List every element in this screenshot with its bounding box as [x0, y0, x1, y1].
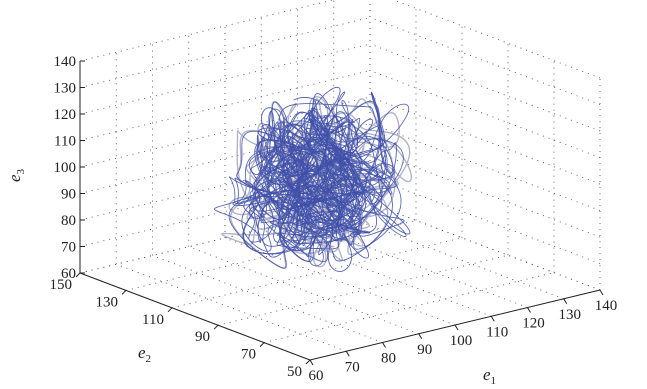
tick-label-e1: 120 [522, 316, 545, 332]
tick-label-e2: 150 [50, 277, 73, 293]
tick-mark [305, 359, 311, 365]
tick-mark [167, 307, 173, 313]
tick-label-e2: 70 [241, 347, 256, 363]
tick-label-e3: 110 [54, 134, 76, 150]
tick-mark [213, 324, 219, 330]
tick-labels: 6070809010011012013014050709011013015060… [50, 54, 618, 384]
grid-line [188, 246, 419, 335]
tick-mark [75, 272, 81, 278]
tick-mark [309, 359, 314, 366]
tick-label-e3: 70 [61, 240, 76, 256]
grid-line [116, 263, 347, 352]
tick-mark [454, 324, 459, 331]
tick-mark [382, 342, 386, 348]
tick-label-e1: 60 [309, 368, 324, 384]
tick-label-e3: 120 [54, 107, 77, 123]
tick-mark [490, 315, 495, 322]
grid-line [263, 272, 555, 344]
tick-mark [599, 289, 604, 296]
tick-label-e1: 130 [559, 307, 582, 323]
tick-mark [527, 307, 531, 313]
tick-mark [563, 298, 568, 305]
grid-line [297, 220, 528, 308]
tick-label-e3: 140 [54, 54, 77, 70]
tick-label-e2: 110 [142, 312, 164, 328]
tick-label-e3: 100 [54, 160, 77, 176]
tick-label-e2: 50 [287, 364, 302, 380]
tick-label-e1: 100 [450, 333, 473, 349]
grid-line [369, 202, 601, 291]
tick-label-e1: 70 [345, 359, 360, 375]
tick-label-e1: 80 [381, 351, 396, 367]
tick-mark [418, 333, 423, 340]
grid-line [333, 211, 564, 300]
axis-line-e2 [79, 272, 311, 361]
grid-line [392, 0, 601, 79]
tick-mark [121, 290, 127, 295]
grid-line [224, 237, 456, 326]
grid-line [369, 70, 601, 158]
tick-label-e3: 90 [61, 187, 76, 203]
tick-mark [345, 350, 350, 357]
tick-label-e3: 80 [61, 213, 76, 229]
grid-line [369, 17, 601, 105]
axis-label-e2: e2 [138, 343, 151, 365]
grid-line [369, 176, 601, 264]
tick-label-e1: 90 [417, 342, 432, 358]
tick-label-e1: 110 [486, 324, 508, 340]
grid-line [79, 43, 371, 115]
axis-label-e1: e1 [483, 365, 496, 387]
tick-label-e2: 90 [195, 329, 210, 345]
tick-label-e3: 130 [54, 81, 77, 97]
trajectory-core [228, 91, 410, 269]
grid-line [152, 255, 383, 343]
attractor-trajectory [213, 86, 413, 273]
tick-mark [259, 342, 265, 347]
grid-line [369, 149, 601, 238]
axis-label-e3: e3 [5, 168, 27, 182]
tick-label-e3: 60 [61, 266, 76, 282]
tick-label-e1: 140 [595, 298, 618, 314]
tick-label-e2: 130 [96, 294, 119, 310]
grid-line [369, 123, 601, 211]
grid-line [217, 254, 509, 326]
grid-line [369, 43, 601, 132]
